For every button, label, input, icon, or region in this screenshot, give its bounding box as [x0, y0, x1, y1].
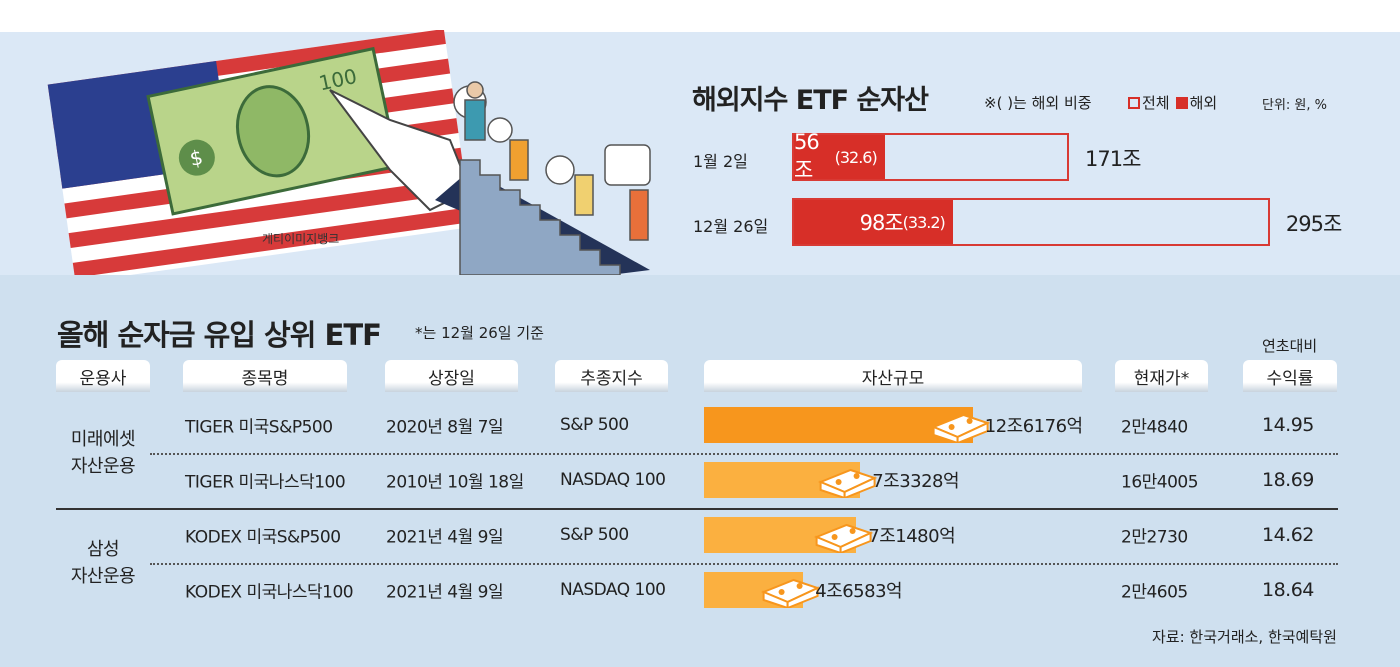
legend-outline-swatch — [1128, 96, 1140, 109]
svg-text:$: $ — [188, 145, 205, 171]
asset-bar — [704, 407, 991, 443]
price-cell: 16만4005 — [1121, 472, 1199, 493]
bar-overseas: 98조 (33.2) — [794, 200, 953, 244]
price-cell: 2만2730 — [1121, 527, 1188, 548]
asset-bar — [704, 572, 821, 608]
column-header: 자산규모 — [704, 360, 1082, 392]
bar-total: 98조 (33.2) — [792, 198, 1270, 246]
table-note: *는 12월 26일 기준 — [415, 324, 544, 342]
asset-bar — [704, 462, 878, 498]
fund-name-cell: TIGER 미국S&P500 — [185, 417, 333, 438]
column-header: 추종지수 — [555, 360, 668, 392]
illustration: $ 100 — [47, 30, 651, 275]
index-cell: S&P 500 — [560, 415, 629, 435]
legend-label-total: 전체 — [1142, 94, 1170, 112]
bar-overseas-share: (32.6) — [834, 147, 878, 167]
asset-value-cell: 4조6583억 — [815, 581, 903, 602]
category-label: 1월 2일 — [693, 152, 748, 171]
listed-date-cell: 2010년 10월 18일 — [386, 472, 524, 493]
return-cell: 14.62 — [1262, 524, 1314, 546]
row-divider — [56, 508, 1338, 510]
manager-line: 삼성 — [86, 538, 120, 560]
bar-overseas-label: 98조 — [859, 211, 904, 235]
money-stack-icon — [761, 578, 821, 608]
bar-overseas-share: (33.2) — [902, 212, 946, 232]
column-header: 현재가* — [1115, 360, 1208, 392]
asset-value-cell: 7조3328억 — [872, 471, 960, 492]
bottom-panel — [0, 275, 1400, 667]
chart-unit: 단위: 원, % — [1262, 98, 1328, 113]
price-cell: 2만4605 — [1121, 582, 1188, 603]
people-climbing-stairs-icon — [453, 81, 651, 275]
bar-overseas-label: 56조 — [794, 130, 820, 182]
row-divider — [150, 453, 1338, 455]
column-header: 종목명 — [183, 360, 347, 392]
asset-value-cell: 12조6176억 — [984, 416, 1083, 437]
asset-bar — [704, 517, 874, 553]
column-header: 운용사 — [56, 360, 150, 392]
manager-line: 자산운용 — [70, 455, 136, 477]
table-title: 올해 순자금 유입 상위 ETF — [57, 318, 382, 352]
column-header: 상장일 — [385, 360, 518, 392]
legend: 전체 해외 — [1128, 92, 1217, 113]
dollar-bill-icon: $ 100 — [146, 46, 400, 216]
manager-line: 미래에셋 — [70, 428, 136, 450]
source: 자료: 한국거래소, 한국예탁원 — [1152, 628, 1337, 646]
category-label: 12월 26일 — [693, 217, 769, 236]
chart-note: ※( )는 해외 비중 — [984, 94, 1092, 112]
fund-name-cell: KODEX 미국나스닥100 — [185, 582, 354, 603]
fund-name-cell: KODEX 미국S&P500 — [185, 527, 341, 548]
return-cell: 14.95 — [1262, 414, 1314, 436]
illustration-credit: 게티이미지뱅크 — [262, 232, 340, 246]
listed-date-cell: 2020년 8월 7일 — [386, 417, 504, 438]
bar-overseas: 56조 (32.6) — [794, 130, 885, 182]
asset-value-cell: 7조1480억 — [868, 526, 956, 547]
money-stack-icon — [818, 468, 878, 498]
return-cell: 18.69 — [1262, 469, 1314, 491]
money-stack-icon — [814, 523, 874, 553]
chart-title: 해외지수 ETF 순자산 — [692, 85, 929, 116]
index-cell: NASDAQ 100 — [560, 580, 666, 600]
row-divider — [150, 563, 1338, 565]
listed-date-cell: 2021년 4월 9일 — [386, 582, 504, 603]
index-cell: S&P 500 — [560, 525, 629, 545]
bar-total-label: 171조 — [1085, 147, 1141, 171]
column-header: 수익률 — [1243, 360, 1337, 392]
bar-total: 56조 (32.6) — [792, 130, 1070, 182]
money-stack-icon — [930, 413, 991, 443]
bar-total-label: 295조 — [1285, 212, 1342, 236]
index-cell: NASDAQ 100 — [560, 470, 666, 490]
price-cell: 2만4840 — [1121, 417, 1188, 438]
manager-line: 자산운용 — [70, 565, 136, 587]
legend-filled-swatch — [1175, 96, 1188, 109]
column-super-label: 연초대비 — [1262, 337, 1318, 355]
return-cell: 18.64 — [1262, 579, 1314, 601]
legend-label-overseas: 해외 — [1189, 94, 1218, 112]
fund-name-cell: TIGER 미국나스닥100 — [185, 472, 346, 493]
listed-date-cell: 2021년 4월 9일 — [386, 527, 504, 548]
